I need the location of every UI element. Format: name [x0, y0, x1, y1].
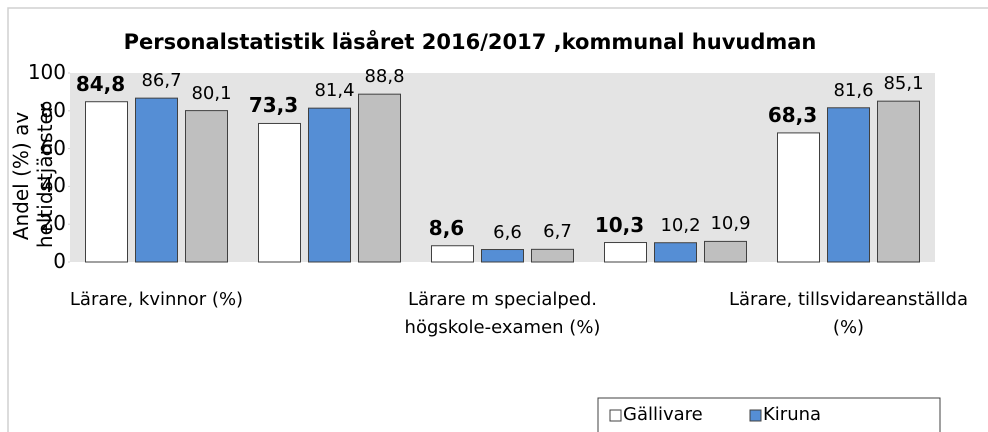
bar — [358, 93, 401, 263]
y-tick-label: 60 — [40, 135, 66, 160]
data-label: 6,7 — [543, 221, 572, 243]
data-label: 68,3 — [767, 102, 818, 127]
bar — [431, 245, 474, 263]
bar — [85, 101, 128, 263]
data-label: 10,9 — [710, 213, 751, 235]
bar — [604, 242, 647, 263]
bar — [481, 249, 524, 263]
data-label: 80,1 — [191, 82, 232, 104]
data-label: 86,7 — [141, 70, 182, 92]
data-label: 10,3 — [594, 212, 645, 237]
bar — [531, 248, 574, 263]
chart-border — [7, 7, 988, 432]
bar — [654, 242, 697, 263]
x-tick-label: Lärare, tillsvidareanställda (%) — [728, 289, 968, 338]
x-tick-label: Lärare, kvinnor (%) — [69, 289, 244, 310]
y-tick-label: 100 — [27, 60, 66, 84]
legend-box — [597, 397, 941, 432]
bar — [135, 97, 178, 263]
data-label: 81,6 — [833, 79, 874, 101]
bar — [777, 132, 820, 263]
legend-swatch — [749, 409, 762, 422]
chart-title: Personalstatistik läsåret 2016/2017 ,kom… — [123, 30, 817, 54]
legend-swatch — [609, 409, 622, 422]
legend-label: Gällivare — [623, 404, 703, 425]
bar — [827, 107, 870, 263]
x-tick-label: Lärare m specialped. högskole-examen (%) — [404, 289, 601, 338]
bar — [704, 240, 747, 263]
y-tick-label: 80 — [40, 97, 66, 122]
bar — [185, 110, 228, 263]
data-label: 84,8 — [75, 71, 126, 96]
bar — [308, 107, 351, 263]
y-tick-label: 0 — [53, 249, 66, 273]
data-label: 10,2 — [660, 214, 701, 236]
data-label: 73,3 — [248, 93, 299, 118]
bar — [258, 122, 301, 263]
data-label: 81,4 — [314, 80, 355, 102]
data-label: 6,6 — [493, 221, 522, 243]
y-tick-label: 20 — [40, 211, 66, 236]
data-label: 85,1 — [883, 73, 924, 95]
y-tick-label: 40 — [40, 173, 66, 198]
data-label: 8,6 — [428, 215, 465, 240]
data-label: 88,8 — [364, 66, 405, 88]
bar — [877, 100, 920, 263]
legend-label: Kiruna — [763, 404, 822, 425]
